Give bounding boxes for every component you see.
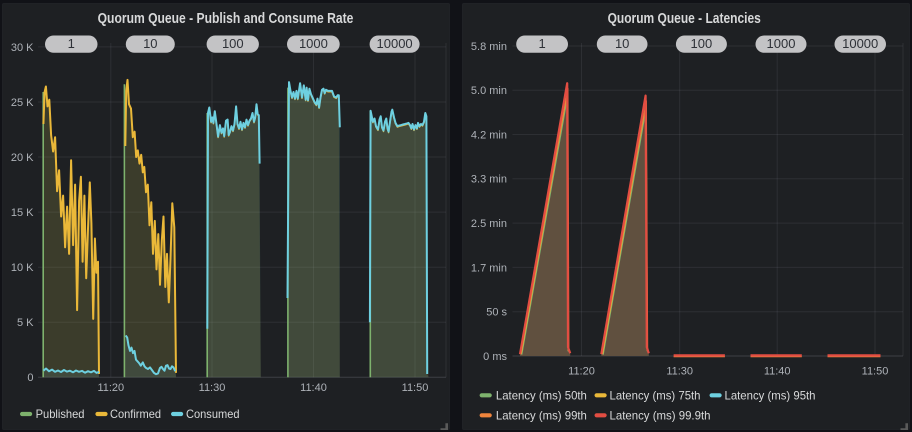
svg-text:100: 100	[691, 36, 713, 51]
svg-text:3.3 min: 3.3 min	[471, 174, 507, 186]
svg-text:11:20: 11:20	[568, 366, 595, 378]
svg-text:0 ms: 0 ms	[483, 351, 507, 363]
svg-text:1: 1	[68, 36, 75, 51]
svg-text:Consumed: Consumed	[186, 407, 240, 421]
svg-text:10000: 10000	[842, 36, 878, 51]
svg-text:Confirmed: Confirmed	[110, 407, 161, 421]
svg-text:11:50: 11:50	[862, 366, 889, 378]
svg-text:2.5 min: 2.5 min	[471, 218, 507, 230]
svg-text:50 s: 50 s	[486, 307, 507, 319]
svg-text:Quorum Queue - Publish and Con: Quorum Queue - Publish and Consume Rate	[98, 11, 354, 27]
svg-text:10000: 10000	[377, 36, 413, 51]
svg-text:11:20: 11:20	[97, 382, 124, 394]
svg-text:5.0 min: 5.0 min	[471, 85, 507, 97]
svg-text:1: 1	[538, 36, 545, 51]
svg-text:15 K: 15 K	[11, 207, 34, 219]
svg-text:Latency (ms) 99th: Latency (ms) 99th	[496, 408, 587, 422]
svg-text:11:30: 11:30	[666, 366, 693, 378]
svg-text:11:40: 11:40	[764, 366, 791, 378]
svg-text:5.8 min: 5.8 min	[471, 41, 507, 53]
svg-text:Latency (ms) 50th: Latency (ms) 50th	[496, 388, 587, 402]
svg-text:4.2 min: 4.2 min	[471, 129, 507, 141]
svg-text:25 K: 25 K	[11, 97, 34, 109]
svg-text:Latency (ms) 95th: Latency (ms) 95th	[725, 388, 816, 402]
svg-text:1000: 1000	[767, 36, 796, 51]
svg-text:Latency (ms) 99.9th: Latency (ms) 99.9th	[610, 408, 711, 422]
svg-text:11:50: 11:50	[402, 382, 429, 394]
svg-text:10: 10	[615, 36, 629, 51]
svg-text:Quorum Queue - Latencies: Quorum Queue - Latencies	[608, 11, 761, 27]
svg-text:20 K: 20 K	[11, 152, 34, 164]
svg-text:10: 10	[143, 36, 157, 51]
svg-text:11:40: 11:40	[300, 382, 327, 394]
svg-text:1.7 min: 1.7 min	[471, 262, 507, 274]
svg-text:30 K: 30 K	[11, 42, 34, 54]
svg-text:Published: Published	[36, 407, 85, 421]
svg-text:11:30: 11:30	[199, 382, 226, 394]
svg-text:Latency (ms) 75th: Latency (ms) 75th	[610, 388, 701, 402]
svg-text:1000: 1000	[299, 36, 328, 51]
svg-text:10 K: 10 K	[11, 262, 34, 274]
svg-text:0: 0	[27, 372, 33, 384]
svg-text:5 K: 5 K	[17, 317, 34, 329]
svg-text:100: 100	[222, 36, 244, 51]
